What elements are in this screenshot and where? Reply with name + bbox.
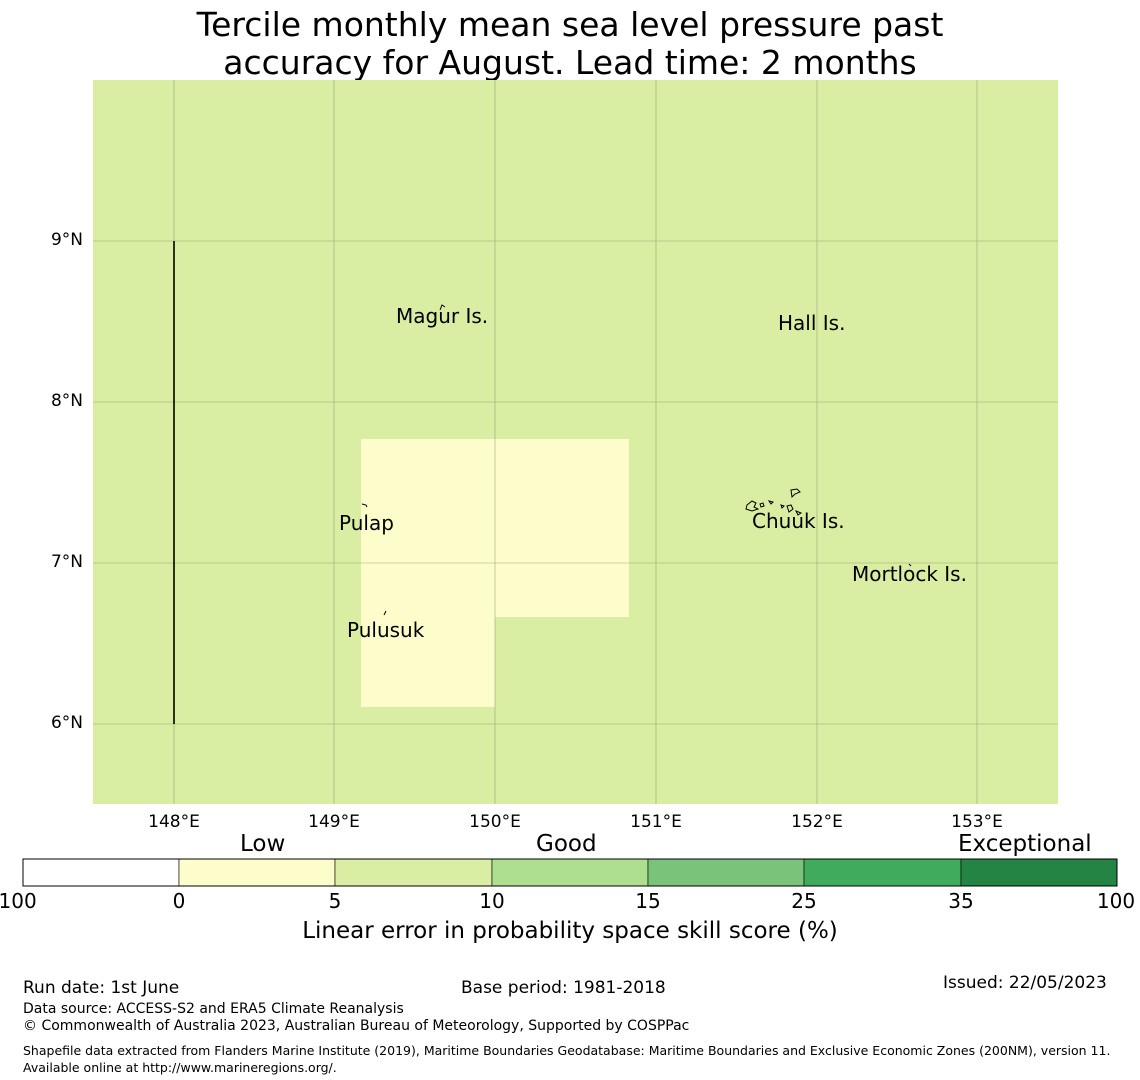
x-tick-148e: 148°E <box>148 812 200 832</box>
colorbar-segment-0-5 <box>178 858 336 887</box>
run-date: Run date: 1st June <box>23 978 180 998</box>
label-magur-is: Magur Is. <box>396 304 489 328</box>
colorbar-tick-35: 35 <box>948 889 974 913</box>
island-outlines <box>361 304 912 616</box>
shapefile-credit: Shapefile data extracted from Flanders M… <box>23 1043 1111 1075</box>
label-chuuk-is: Chuuk Is. <box>752 509 845 533</box>
title-line-2: accuracy for August. Lead time: 2 months <box>223 43 917 82</box>
copyright-notice: © Commonwealth of Australia 2023, Austra… <box>23 1018 690 1034</box>
y-tick-9n: 9°N <box>50 230 83 250</box>
label-mortlock-is: Mortlock Is. <box>852 562 967 586</box>
category-label-good: Good <box>536 831 597 857</box>
colorbar-tick-25: 25 <box>791 889 817 913</box>
mortlock-island-outline <box>908 563 912 567</box>
chart-title: Tercile monthly mean sea level pressure … <box>0 6 1140 82</box>
y-tick-6n: 6°N <box>50 713 83 733</box>
issued-date: Issued: 22/05/2023 <box>943 973 1107 993</box>
pulusuk-island-outline <box>383 610 387 616</box>
y-tick-7n: 7°N <box>50 552 83 572</box>
colorbar-segment-5-10 <box>334 858 493 887</box>
magur-island-outline <box>439 304 446 311</box>
x-tick-153e: 153°E <box>951 812 1003 832</box>
label-pulusuk: Pulusuk <box>347 618 425 642</box>
y-tick-8n: 8°N <box>50 391 83 411</box>
colorbar-segment-15-25 <box>647 858 805 887</box>
colorbar-segment-35-100 <box>960 858 1118 887</box>
colorbar-tick-10: 10 <box>479 889 505 913</box>
colorbar-tick-neg100: -100 <box>0 889 37 913</box>
category-label-low: Low <box>240 831 286 857</box>
x-tick-150e: 150°E <box>469 812 521 832</box>
data-source: Data source: ACCESS-S2 and ERA5 Climate … <box>23 1001 404 1017</box>
colorbar-tick-15: 15 <box>635 889 661 913</box>
colorbar-segments <box>22 858 1118 887</box>
colorbar-segment-neg100-0 <box>22 858 180 887</box>
x-tick-152e: 152°E <box>791 812 843 832</box>
label-pulap: Pulap <box>339 511 394 535</box>
chuuk-island-outlines <box>745 488 803 516</box>
colorbar-tick-100: 100 <box>1096 889 1136 913</box>
colorbar-tick-5: 5 <box>328 889 342 913</box>
base-period: Base period: 1981-2018 <box>461 978 666 998</box>
colorbar-tick-0: 0 <box>172 889 186 913</box>
colorbar-title: Linear error in probability space skill … <box>302 918 838 944</box>
title-line-1: Tercile monthly mean sea level pressure … <box>196 5 944 44</box>
colorbar-segment-10-15 <box>491 858 649 887</box>
category-label-exceptional: Exceptional <box>958 831 1092 857</box>
x-tick-151e: 151°E <box>630 812 682 832</box>
x-tick-149e: 149°E <box>308 812 360 832</box>
pulap-island-outline <box>361 503 368 508</box>
label-hall-is: Hall Is. <box>778 311 846 335</box>
colorbar-frame <box>22 858 1118 887</box>
colorbar-segment-25-35 <box>803 858 962 887</box>
